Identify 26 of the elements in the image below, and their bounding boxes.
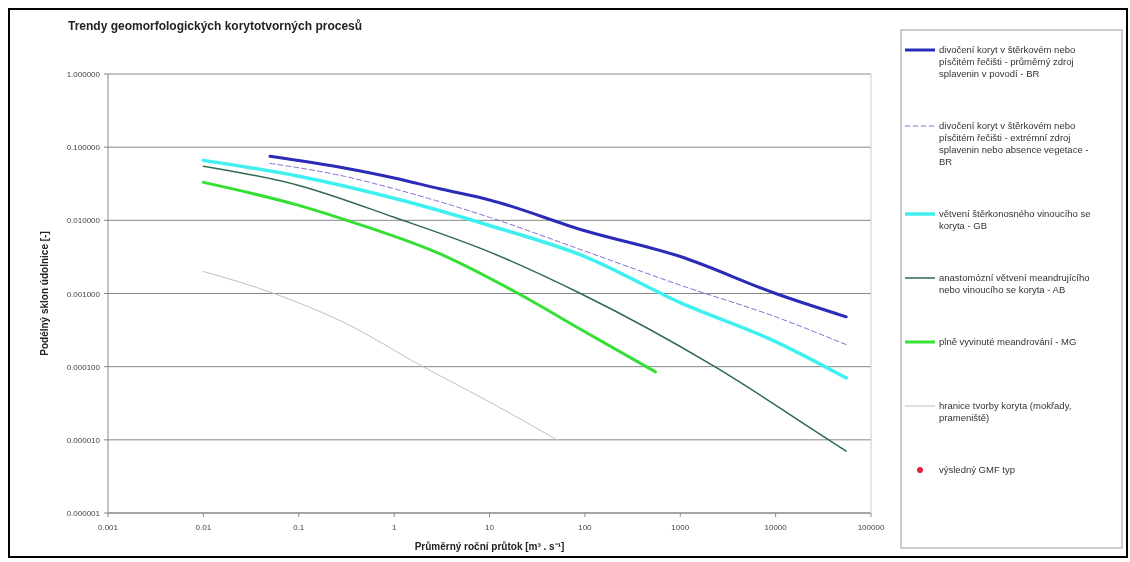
y-tick-label: 1.000000 bbox=[66, 70, 101, 79]
legend-label: hranice tvorby koryta (mokřady, prameniště) bbox=[939, 400, 1072, 423]
chart-title: Trendy geomorfologických korytotvorných procesů bbox=[68, 19, 363, 33]
y-tick-label: 0.000010 bbox=[66, 435, 101, 445]
legend-label: větvení štěrkonosného vinoucího se koryta - GB bbox=[939, 208, 1091, 231]
x-tick-label: 0.1 bbox=[293, 523, 305, 532]
y-tick-label: 0.010000 bbox=[66, 216, 101, 226]
x-tick-label: 10000 bbox=[764, 523, 788, 532]
y-tick-label: 0.000001 bbox=[66, 509, 101, 518]
legend-label: výsledný GMF typ bbox=[939, 464, 1016, 475]
legend-label: anastomózní větvení meandrujícího nebo vinoucího se koryta - AB bbox=[939, 272, 1090, 295]
x-tick-label: 0.01 bbox=[195, 523, 212, 532]
x-tick-label: 100000 bbox=[857, 523, 885, 532]
x-tick-label: 10 bbox=[485, 523, 495, 532]
y-tick-label: 0.100000 bbox=[66, 143, 101, 153]
x-tick-label: 0.001 bbox=[97, 523, 119, 532]
legend-label: plně vyvinuté meandrování - MG bbox=[939, 336, 1077, 347]
y-tick-label: 0.001000 bbox=[66, 289, 101, 299]
legend-label: divočení koryt v štěrkovém nebo písčitém řečišti - průměrný zdroj splavenin v povodí - BR bbox=[939, 44, 1076, 79]
y-tick-label: 0.000100 bbox=[66, 362, 101, 372]
x-axis-title: Průměrný roční průtok [m³ . s⁻¹] bbox=[414, 541, 565, 552]
x-tick-label: 100 bbox=[578, 523, 593, 532]
x-tick-label: 1000 bbox=[671, 523, 690, 532]
legend-label: divočení koryt v štěrkovém nebo písčitém řečišti - extrémní zdroj splavenin nebo absence vegetace - BR bbox=[939, 120, 1089, 167]
y-axis-title: Podélný sklon údolnice [-] bbox=[39, 231, 50, 356]
x-tick-label: 1 bbox=[391, 523, 397, 532]
